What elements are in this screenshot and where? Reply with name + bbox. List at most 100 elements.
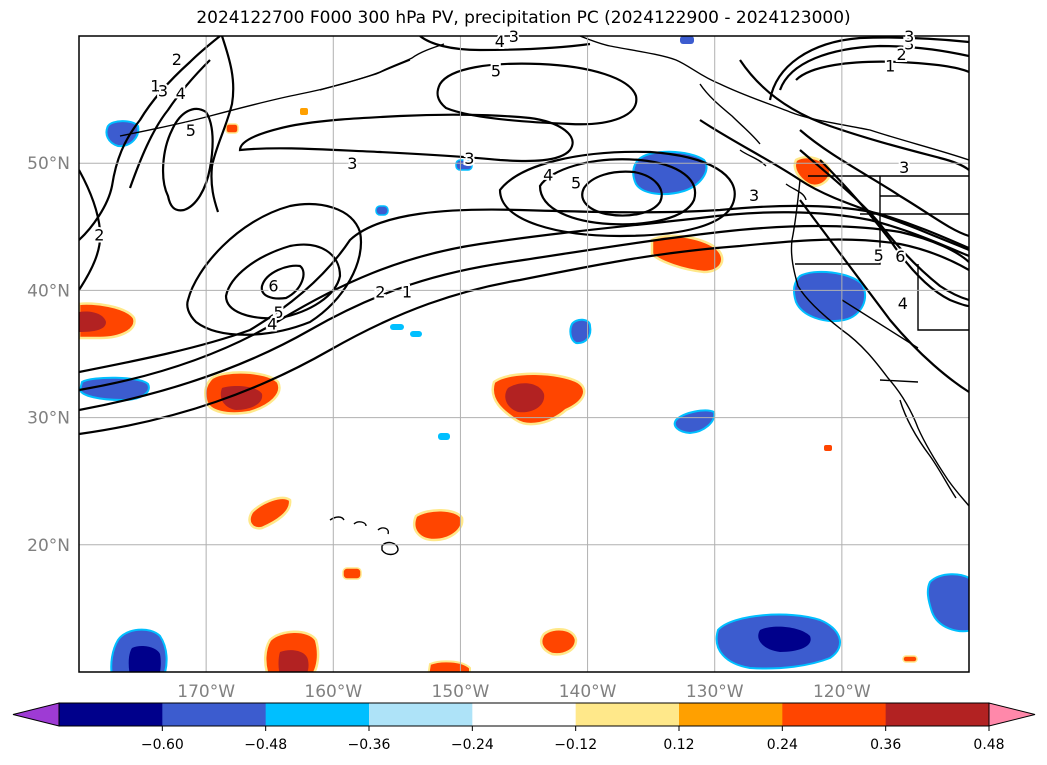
contour-label: 4 (176, 84, 186, 103)
contour-label: 1 (150, 77, 160, 96)
pv-contour-3-north (128, 36, 235, 213)
pv-contour-far-west (79, 169, 102, 291)
colorbar-tick-label: −0.24 (451, 737, 494, 753)
pv-contour-4-large (79, 204, 969, 374)
coastline-layer (119, 36, 969, 556)
precip-core-far-west (79, 311, 106, 332)
pv-contour-3-east (739, 59, 969, 171)
contour-label: 3 (464, 149, 474, 168)
precip-positive-dot-2 (225, 123, 239, 134)
colorbar-swatch (679, 703, 783, 726)
pv-contour-1-southern (79, 238, 969, 436)
precip-negative-bering (105, 120, 140, 148)
pv-contour-4-east-trough (799, 129, 969, 238)
pv-contour-south-trough (799, 199, 969, 393)
contour-label: 3 (899, 158, 909, 177)
contour-label: 6 (895, 247, 905, 266)
colorbar-swatch (59, 703, 163, 726)
pv-contour-5-north-loop (161, 107, 214, 212)
map-frame (78, 35, 970, 673)
contour-label: 6 (268, 276, 278, 295)
colorbar-tick-label: 0.24 (767, 737, 798, 753)
precip-positive-dot-4 (824, 445, 832, 451)
contour-label: 4 (495, 32, 505, 51)
precip-positive-south-3 (427, 660, 471, 672)
pv-contour-5-center-loop (581, 170, 663, 217)
lat-tick-label: 30°N (27, 409, 70, 429)
precip-negative-dot-2 (375, 205, 389, 216)
colorbar-swatch (369, 703, 473, 726)
pv-contour-3-southern (79, 211, 969, 392)
pv-contour-3-north-east (768, 36, 969, 101)
coastline-baja (899, 399, 957, 499)
longitude-ticks: 170°W 160°W 150°W 140°W 130°W 120°W (177, 682, 871, 702)
grid-lines (79, 36, 969, 672)
contour-label: 5 (874, 246, 884, 265)
coastline-hawaii (329, 516, 399, 556)
pv-contour-3-center-loop (498, 150, 736, 238)
contour-label: 4 (543, 166, 553, 185)
precip-core-central (505, 383, 545, 413)
contour-label: 2 (375, 283, 385, 302)
contour-label: 4 (898, 294, 908, 313)
colorbar-swatch (885, 703, 990, 726)
precip-core-south-1 (278, 650, 309, 672)
lon-tick-label: 130°W (686, 682, 744, 702)
precip-positive-south-2 (540, 627, 578, 656)
colorbar-tick-label: −0.12 (554, 737, 597, 753)
precip-negative-dot-5 (438, 433, 450, 440)
contour-label: 5 (491, 61, 501, 80)
precip-positive-vancouver (793, 156, 832, 187)
border-california (841, 299, 919, 383)
colorbar-swatch (265, 703, 370, 726)
precip-negative-dot-4 (410, 331, 422, 337)
lon-tick-label: 150°W (432, 682, 490, 702)
colorbar-swatch (575, 703, 680, 726)
contour-label: 3 (904, 35, 914, 54)
precip-positive-dot-3 (902, 655, 918, 663)
precip-positive-hawaii-1 (413, 509, 464, 542)
precip-negative-small-2 (673, 409, 716, 435)
pv-contour-5-north-center (436, 62, 638, 126)
contour-label: 4 (267, 314, 277, 333)
lat-tick-label: 50°N (27, 154, 70, 174)
contour-label: 5 (186, 121, 196, 140)
precip-negative-dot-6 (680, 36, 694, 44)
pv-contour-2-north-east (778, 44, 969, 91)
colorbar-tick-label: −0.48 (244, 737, 287, 753)
pv-contour-3-mid (238, 113, 574, 163)
colorbar-tick-label: 0.48 (973, 737, 1004, 753)
pv-contour-6-east-trough (819, 159, 969, 308)
contour-label: 1 (402, 283, 412, 302)
precip-positive-dot-1 (342, 567, 362, 580)
lon-tick-label: 140°W (559, 682, 617, 702)
lat-tick-label: 40°N (27, 281, 70, 301)
coastline-alaska-peninsula (319, 43, 445, 91)
lon-tick-label: 160°W (304, 682, 362, 702)
pv-contour-2-arctic (79, 36, 221, 241)
colorbar-extend-high (988, 702, 1036, 727)
precip-negative-dot-3 (390, 324, 404, 330)
colorbar-tick-label: −0.36 (348, 737, 391, 753)
contour-label: 1 (885, 56, 895, 75)
coastline-west-coast (790, 179, 969, 507)
contour-label: 5 (571, 173, 581, 192)
pv-contour-4-center (419, 36, 591, 52)
coastline-north-america (579, 36, 969, 161)
pv-contour-layer (79, 36, 969, 436)
colorbar-swatch (162, 703, 267, 726)
border-states (795, 176, 969, 331)
contour-label: 3 (347, 154, 357, 173)
precip-negative-southeast (926, 573, 969, 633)
colorbar: −0.60 −0.48 −0.36 −0.24 −0.12 0.12 0.24 0.36 0.4… (12, 702, 1036, 753)
pv-contour-5-loop-west (224, 243, 342, 320)
map-background (79, 36, 969, 672)
contour-label: 3 (509, 27, 519, 46)
colorbar-frame (58, 702, 990, 727)
pv-contour-1-north-east (795, 60, 969, 81)
precip-layer (79, 36, 969, 672)
colorbar-tick-label: −0.60 (141, 737, 184, 753)
contour-label: 3 (158, 82, 168, 101)
